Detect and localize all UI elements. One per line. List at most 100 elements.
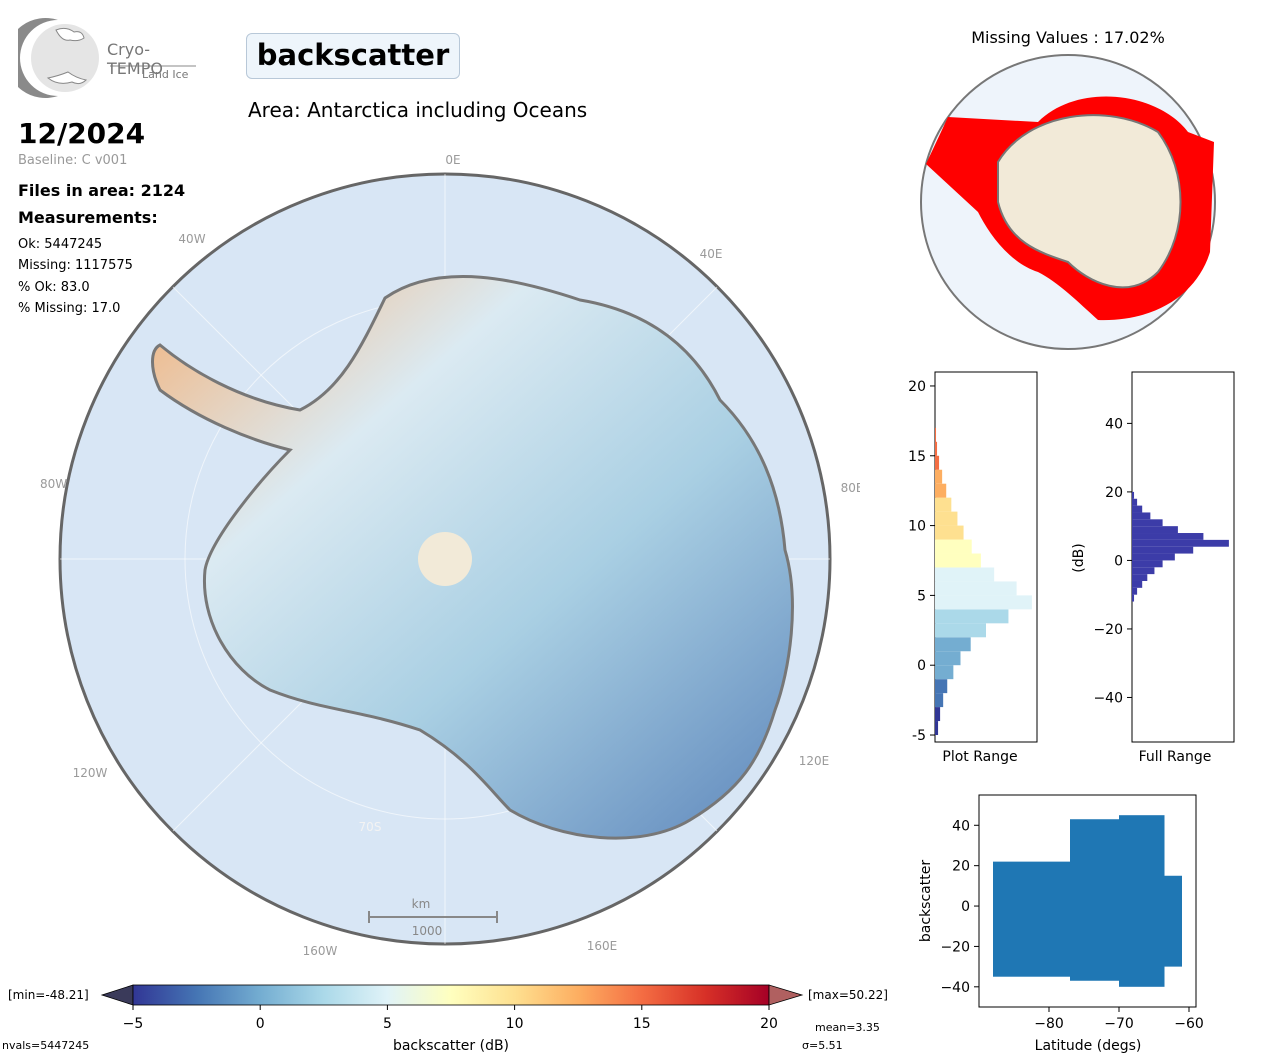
plot-range-bar-19 — [935, 455, 940, 470]
scatter-xtick-label-2: −60 — [1174, 1016, 1204, 1032]
lon-label-160w: 160W — [303, 944, 338, 958]
plot-range-bar-3 — [935, 679, 948, 694]
measurements-label: Measurements: — [18, 208, 158, 227]
scale-bar — [368, 911, 498, 923]
colorbar-max-extend — [768, 984, 804, 1006]
full-range-tick-label-4: 40 — [1105, 416, 1123, 432]
colorbar-ticks: −5 0 5 10 15 20 — [123, 1005, 778, 1032]
main-polar-map: 0E 40E 80E 120E 160E 160W 120W 80W 40W 7… — [40, 153, 860, 958]
plot-range-bar-2 — [935, 693, 944, 708]
full-range-bar-3 — [1132, 574, 1148, 581]
plot-range-bar-15 — [935, 511, 958, 526]
logo-subtitle: Land Ice — [142, 68, 189, 81]
mean-label: mean=3.35 — [815, 1021, 880, 1034]
sigma-label: σ=5.51 — [802, 1039, 843, 1052]
plot-range-tick-label-3: 10 — [908, 519, 926, 535]
scatter-ytick-label-2: 0 — [961, 899, 970, 915]
colorbar-gradient — [132, 984, 770, 1006]
scatter-ylabel: backscatter — [918, 860, 934, 942]
colorbar: −5 0 5 10 15 20 [min=-48.21] [max=50.22] back… — [2, 984, 888, 1054]
full-range-bar-5 — [1132, 560, 1163, 568]
full-range-bar-2 — [1132, 580, 1143, 588]
scatter-points — [993, 815, 1182, 987]
plot-range-bar-13 — [935, 539, 972, 554]
plot-range-bar-17 — [935, 483, 947, 498]
plot-range-bar-1 — [935, 707, 941, 722]
scatter-band-2 — [1119, 815, 1165, 987]
scatter-ticks: −80 −70 −60 −40 −20 0 20 40 — [940, 818, 1203, 1032]
baseline-label: Baseline: C v001 — [18, 153, 128, 168]
scatter-band-1 — [1070, 819, 1119, 981]
plot-range-bar-5 — [935, 651, 961, 666]
scatter-band-3 — [1164, 875, 1182, 967]
scatter-ytick-label-0: −40 — [940, 980, 970, 996]
colorbar-tick-label-1: 0 — [256, 1016, 265, 1032]
plot-range-bar-14 — [935, 525, 964, 540]
lon-label-120w: 120W — [73, 766, 108, 780]
lon-label-40w: 40W — [178, 232, 205, 246]
plot-range-bar-20 — [935, 441, 938, 456]
colorbar-xlabel: backscatter (dB) — [393, 1038, 509, 1054]
scatter-band-0 — [993, 861, 1070, 977]
plot-range-bar-18 — [935, 469, 943, 484]
full-range-tick-label-0: −40 — [1093, 690, 1123, 706]
missing-count: Missing: 1117575 — [18, 258, 133, 273]
scatter-xtick-label-1: −70 — [1104, 1016, 1134, 1032]
lon-label-0e: 0E — [445, 153, 460, 167]
plot-range-bar-4 — [935, 665, 954, 680]
pole-hole — [418, 532, 472, 586]
lon-label-40e: 40E — [700, 247, 723, 261]
date-label: 12/2024 — [18, 117, 146, 150]
plot-range-bar-10 — [935, 581, 1017, 596]
scale-bar-value: 1000 — [412, 924, 443, 938]
pct-missing: % Missing: 17.0 — [18, 301, 121, 316]
colorbar-min-label: [min=-48.21] — [8, 988, 89, 1002]
colorbar-max-label: [max=50.22] — [808, 988, 888, 1002]
full-range-y-ticks: −40 −20 0 20 40 — [1093, 416, 1132, 706]
scatter-ytick-label-1: −20 — [940, 939, 970, 955]
colorbar-tick-label-3: 10 — [506, 1016, 524, 1032]
full-range-bar-7 — [1132, 546, 1194, 554]
nvals-label: nvals=5447245 — [2, 1039, 89, 1052]
scatter-xtick-label-0: −80 — [1034, 1016, 1064, 1032]
full-range-bar-9 — [1132, 533, 1204, 540]
scatter-xlabel: Latitude (degs) — [1035, 1038, 1142, 1054]
lon-label-160e: 160E — [587, 939, 618, 953]
full-range-bar-13 — [1132, 505, 1143, 513]
full-range-tick-label-1: −20 — [1093, 622, 1123, 638]
plot-range-bar-11 — [935, 567, 995, 582]
area-title: Area: Antarctica including Oceans — [248, 98, 588, 122]
map-lon-labels: 0E 40E 80E 120E 160E 160W 120W 80W 40W 7… — [40, 153, 860, 958]
full-range-bar-12 — [1132, 512, 1151, 520]
plot-range-bar-16 — [935, 497, 952, 512]
full-range-bar-1 — [1132, 587, 1138, 595]
lat-label-70s: 70S — [359, 820, 382, 834]
missing-values-map — [920, 54, 1216, 350]
antarctica-continent — [151, 275, 794, 840]
plot-range-label: Plot Range — [942, 749, 1017, 765]
full-range-tick-label-2: 0 — [1114, 553, 1123, 569]
plot-range-y-ticks: -5 0 5 10 15 20 — [908, 379, 935, 744]
lon-label-80w: 80W — [40, 477, 67, 491]
plot-range-tick-label-0: -5 — [912, 728, 926, 744]
plot-range-tick-label-4: 15 — [908, 449, 926, 465]
plot-range-bar-9 — [935, 595, 1032, 610]
logo-globe-icon — [5, 17, 196, 98]
full-range-bars — [1132, 491, 1229, 602]
plot-range-bar-7 — [935, 623, 986, 638]
missing-map-title: Missing Values : 17.02% — [971, 28, 1165, 47]
full-range-bar-4 — [1132, 567, 1155, 575]
colorbar-tick-label-4: 15 — [633, 1016, 651, 1032]
plot-range-bars — [935, 427, 1032, 736]
scale-bar-unit: km — [412, 897, 431, 911]
pct-ok: % Ok: 83.0 — [18, 280, 90, 295]
full-range-bar-11 — [1132, 519, 1163, 527]
plot-range-tick-label-2: 5 — [917, 588, 926, 604]
cryo-tempo-logo: Cryo-TEMPO Land Ice — [5, 16, 198, 100]
plot-range-bar-8 — [935, 609, 1009, 624]
latitude-scatter: −80 −70 −60 −40 −20 0 20 40 backscatter Latitud… — [918, 794, 1204, 1054]
scatter-ytick-label-4: 40 — [952, 818, 970, 834]
full-range-label: Full Range — [1139, 749, 1212, 765]
plot-range-bar-12 — [935, 553, 981, 568]
colorbar-tick-label-0: −5 — [123, 1016, 144, 1032]
